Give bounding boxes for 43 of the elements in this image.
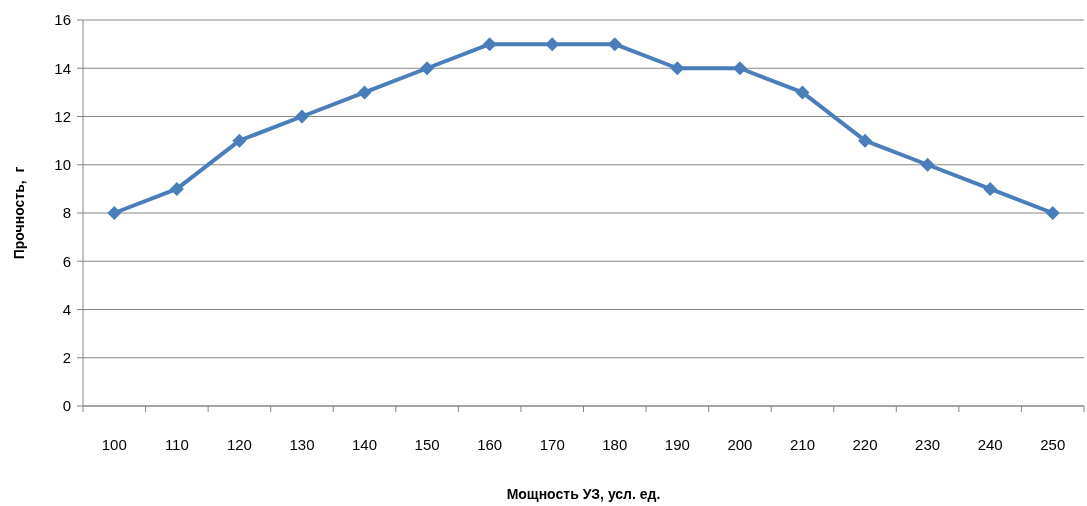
point (670, 61, 685, 76)
y-tick-label: 4 (62, 300, 71, 318)
y-tick-label: 14 (54, 59, 71, 77)
point (420, 61, 435, 76)
x-tick-label: 220 (852, 436, 878, 453)
point (983, 181, 998, 196)
x-tick-label: 130 (289, 436, 315, 453)
x-tick-label: 100 (101, 436, 127, 453)
y-tick-label: 12 (54, 107, 71, 125)
y-tick-label: 0 (62, 397, 71, 415)
y-axis-title: Прочность, г (11, 166, 27, 260)
x-tick-label: 230 (915, 436, 941, 453)
x-tick-label: 140 (352, 436, 378, 453)
point (294, 109, 309, 124)
x-tick-label: 170 (539, 436, 565, 453)
x-tick-label: 110 (164, 436, 189, 453)
x-tick-label: 210 (789, 436, 815, 453)
x-tick-label: 160 (477, 436, 503, 453)
x-tick-label: 190 (664, 436, 690, 453)
point (920, 157, 935, 172)
point (482, 37, 497, 52)
x-tick-label: 150 (414, 436, 440, 453)
point (1045, 206, 1060, 220)
y-tick-label: 10 (54, 156, 71, 173)
point (357, 85, 372, 100)
x-tick-label: 240 (977, 436, 1003, 453)
point (858, 133, 873, 148)
point (545, 37, 560, 52)
x-tick-label: 120 (226, 436, 252, 453)
point (169, 181, 184, 196)
y-tick-label: 6 (62, 252, 71, 270)
point (232, 133, 247, 148)
x-axis-title: Мощность УЗ, усл. ед. (506, 486, 661, 502)
y-tick-label: 8 (62, 204, 71, 222)
x-tick-label: 180 (602, 436, 628, 453)
y-tick-label: 16 (54, 11, 71, 29)
x-tick-label: 200 (727, 436, 753, 453)
x-tick-label: 250 (1040, 436, 1066, 453)
point (107, 206, 122, 220)
point (732, 61, 747, 76)
point (795, 85, 810, 100)
point (607, 37, 622, 52)
y-tick-label: 2 (62, 349, 71, 366)
